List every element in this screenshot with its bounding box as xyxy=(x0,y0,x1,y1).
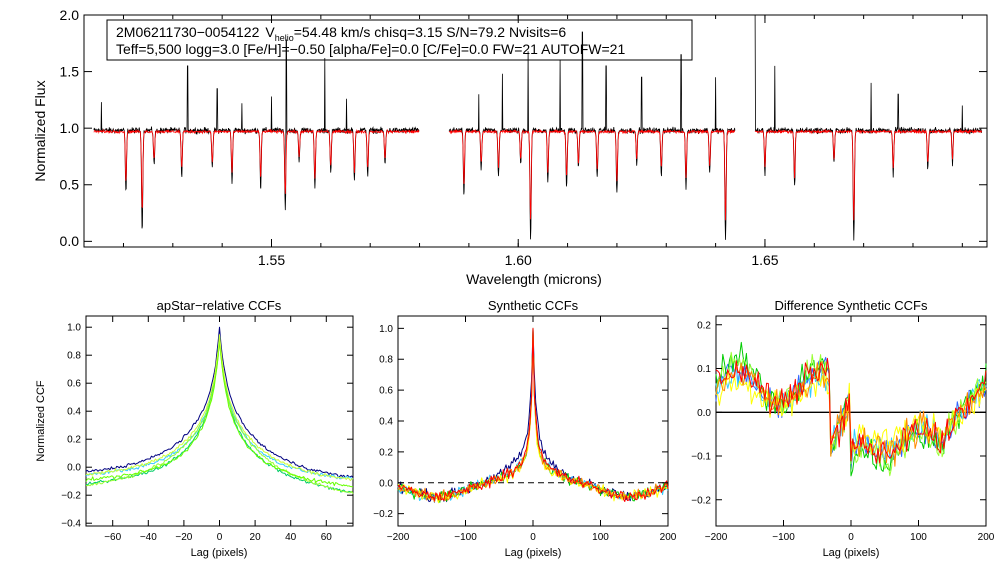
spectrum-ytick-label: 1.5 xyxy=(60,63,80,79)
ccf-apstar-xtick-label: 60 xyxy=(321,532,333,543)
ccf-apstar-visit6 xyxy=(85,334,354,481)
ccf-synthetic-ytick-label: 0.2 xyxy=(379,447,393,458)
ccf-synthetic-visit4 xyxy=(397,327,669,504)
ccf-apstar-ylabel: Normalized CCF xyxy=(35,380,47,462)
ccf-apstar-ytick-label: 0.8 xyxy=(67,351,81,362)
ccf-apstar-xtick-label: 40 xyxy=(285,532,297,543)
ccf-apstar-xtick-label: −40 xyxy=(140,532,157,543)
ccf-apstar-visit5 xyxy=(85,339,354,488)
spectrum-frame xyxy=(83,14,988,248)
annotation-line2: Teff=5,500 logg=3.0 [Fe/H]=−0.50 [alpha/… xyxy=(116,41,625,57)
ccf-difference-title: Difference Synthetic CCFs xyxy=(775,298,928,313)
spectrum-curves xyxy=(93,15,983,241)
ccf-difference-ytick-label: 0.2 xyxy=(697,320,711,331)
ccf-apstar-xtick-label: −60 xyxy=(104,532,121,543)
ccf-apstar-ytick-label: 1.0 xyxy=(67,323,81,334)
ccf-synthetic-title: Synthetic CCFs xyxy=(488,298,579,313)
annotation-star-id: 2M06211730−0054122 xyxy=(116,24,260,40)
spectrum-observed-chip-3 xyxy=(754,15,983,241)
ccf-apstar-title: apStar−relative CCFs xyxy=(157,298,282,313)
ccf-synthetic-xtick-label: 200 xyxy=(660,532,677,543)
ccf-difference-xtick-label: −200 xyxy=(705,532,728,543)
ccf-apstar-xtick-label: 0 xyxy=(217,532,223,543)
spectrum-xtick-label: 1.60 xyxy=(505,252,532,268)
annotation-vhelio-label: V xyxy=(265,24,275,40)
annotation-box xyxy=(106,19,693,61)
annotation-line1: 2M06211730−0054122 Vhelio=54.48 km/s chis… xyxy=(116,24,566,43)
ccf-synthetic-ytick-label: 0.0 xyxy=(379,478,393,489)
spectrum-model-chip-3 xyxy=(754,128,983,221)
ccf-apstar-ytick-label: 0.4 xyxy=(67,407,81,418)
spectrum-xtick-label: 1.55 xyxy=(258,252,285,268)
ccf-synthetic-ytick-label: 1.0 xyxy=(379,324,393,335)
ccf-apstar-xtick-label: −20 xyxy=(175,532,192,543)
ccf-apstar-xlabel: Lag (pixels) xyxy=(191,547,248,559)
ccf-apstar-ytick-label: 0.6 xyxy=(67,379,81,390)
annotation-line1-values: =54.48 km/s chisq=3.15 S/N=79.2 Nvisits=… xyxy=(294,24,567,40)
spectrum-ytick-label: 2.0 xyxy=(60,7,80,23)
ccf-difference-xtick-label: 100 xyxy=(910,532,927,543)
spectrum-ytick-label: 0.0 xyxy=(60,233,80,249)
ccf-apstar-ytick-label: 0.2 xyxy=(67,435,81,446)
ccf-difference-ytick-label: −0.2 xyxy=(691,495,711,506)
ccf-synthetic-ytick-label: 0.6 xyxy=(379,386,393,397)
spectrum-observed-chip-2 xyxy=(448,31,736,240)
spectrum-xlabel: Wavelength (microns) xyxy=(466,271,602,287)
annotation-vhelio-subscript: helio xyxy=(275,33,294,43)
spectrum-xtick-label: 1.65 xyxy=(751,252,778,268)
ccf-synthetic-xtick-label: 100 xyxy=(592,532,609,543)
spectrum-ytick-label: 1.0 xyxy=(60,120,80,136)
ccf-synthetic-ytick-label: 0.4 xyxy=(379,417,393,428)
ccf-synthetic-ytick-label: −0.2 xyxy=(373,509,393,520)
ccf-difference-ytick-label: 0.0 xyxy=(697,408,711,419)
spectrum-ylabel: Normalized Flux xyxy=(32,80,48,181)
ccf-synthetic-ytick-label: 0.8 xyxy=(379,355,393,366)
spectrum-model-chip-2 xyxy=(448,128,736,221)
ccf-synthetic-xtick-label: −100 xyxy=(454,532,477,543)
ccf-apstar-visit2 xyxy=(85,335,354,480)
spectrum-model-chip-1 xyxy=(93,128,420,208)
ccf-difference-xtick-label: 200 xyxy=(978,532,995,543)
ccf-difference-ytick-label: 0.1 xyxy=(697,364,711,375)
ccf-apstar-ytick-label: −0.4 xyxy=(61,519,81,530)
ccf-difference-xtick-label: −100 xyxy=(772,532,795,543)
ccf-synthetic-visit6 xyxy=(397,327,669,502)
ccf-difference-ytick-label: −0.1 xyxy=(691,452,711,463)
ccf-difference-frame xyxy=(715,315,987,527)
ccf-apstar-visit1 xyxy=(85,326,354,479)
ccf-apstar-frame xyxy=(85,315,354,527)
ccf-difference-visit7 xyxy=(715,357,987,464)
ccf-apstar-ytick-label: −0.2 xyxy=(61,491,81,502)
plot-layer: 1.55 1.60 1.650.00.51.01.52.0−60 −40 −20 0 20 4… xyxy=(60,7,995,543)
ccf-apstar-xtick-label: 20 xyxy=(250,532,262,543)
ccf-apstar-ytick-label: 0.0 xyxy=(67,463,81,474)
ccf-difference-xlabel: Lag (pixels) xyxy=(823,547,880,559)
ccf-synthetic-xlabel: Lag (pixels) xyxy=(505,547,562,559)
ccf-difference-xtick-label: 0 xyxy=(848,532,854,543)
ccf-synthetic-xtick-label: 0 xyxy=(530,532,536,543)
spectrum-ytick-label: 0.5 xyxy=(60,177,80,193)
ccf-synthetic-xtick-label: −200 xyxy=(387,532,410,543)
